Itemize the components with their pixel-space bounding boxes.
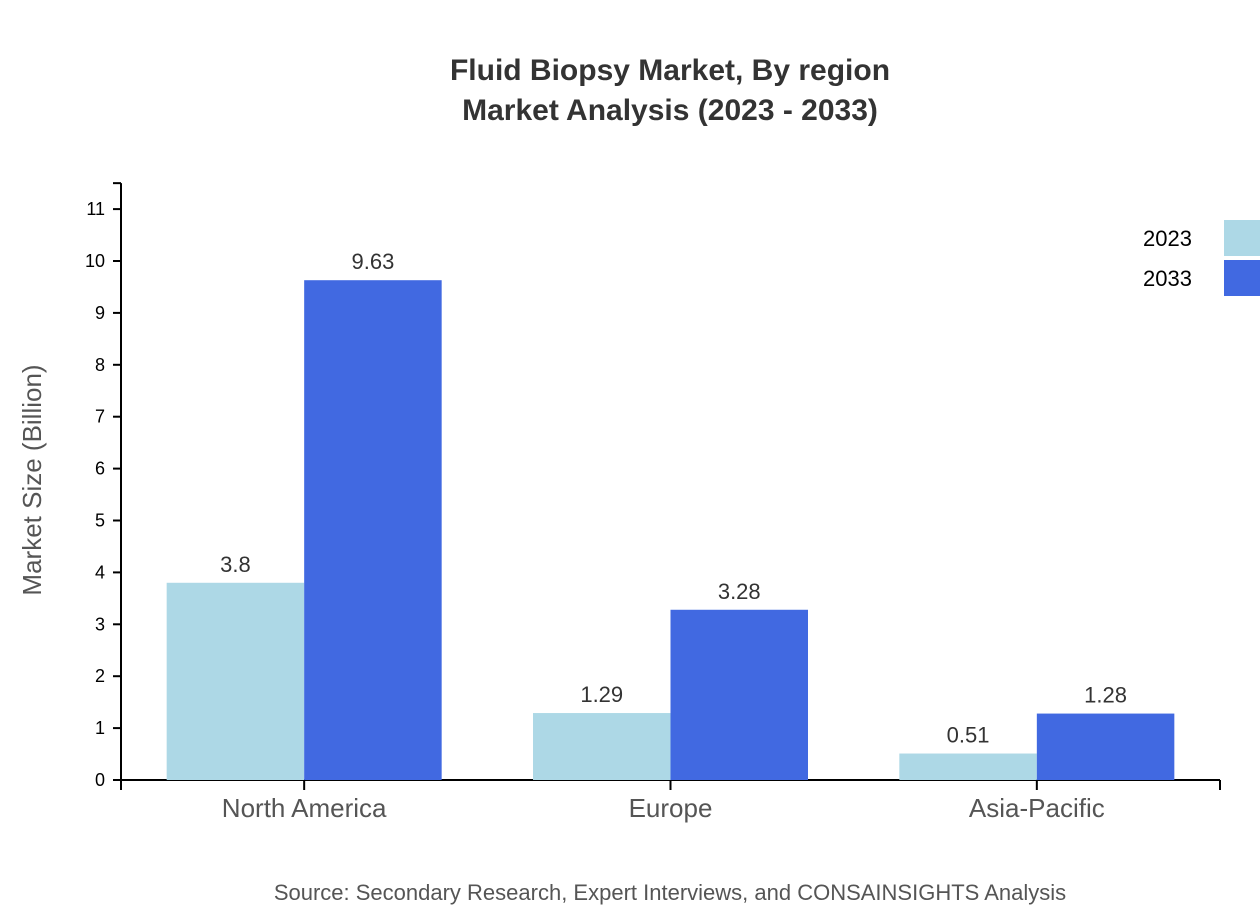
y-tick-label: 4 xyxy=(95,562,105,582)
y-tick-label: 0 xyxy=(95,770,105,790)
bar-2023 xyxy=(533,713,671,780)
y-tick-label: 1 xyxy=(95,718,105,738)
y-tick-label: 8 xyxy=(95,355,105,375)
x-tick-label: North America xyxy=(222,793,387,823)
legend-label: 2023 xyxy=(1143,226,1192,251)
data-label: 1.28 xyxy=(1084,683,1127,708)
data-label: 3.28 xyxy=(718,579,761,604)
legend-label: 2033 xyxy=(1143,266,1192,291)
chart-title: Fluid Biopsy Market, By region xyxy=(450,54,890,87)
y-tick-label: 6 xyxy=(95,459,105,479)
bar-2033 xyxy=(304,280,442,780)
y-axis-label: Market Size (Billion) xyxy=(17,364,47,595)
bar-2033 xyxy=(1036,713,1175,780)
bar-2023 xyxy=(166,582,305,780)
bar-2023 xyxy=(899,753,1037,780)
data-label: 3.8 xyxy=(220,552,251,577)
legend-swatch xyxy=(1224,260,1260,296)
y-tick-label: 9 xyxy=(95,303,105,323)
y-tick-label: 10 xyxy=(85,251,105,271)
x-tick-label: Europe xyxy=(629,793,713,823)
data-label: 1.29 xyxy=(580,682,623,707)
legend-swatch xyxy=(1224,220,1260,256)
chart-subtitle: Market Analysis (2023 - 2033) xyxy=(462,94,878,127)
source-note: Source: Secondary Research, Expert Inter… xyxy=(274,880,1066,905)
bar-2033 xyxy=(670,609,808,780)
data-label: 0.51 xyxy=(947,723,990,748)
y-tick-label: 11 xyxy=(86,199,105,219)
y-tick-label: 7 xyxy=(95,407,105,427)
y-tick-label: 2 xyxy=(95,666,105,686)
y-tick-label: 5 xyxy=(95,511,105,531)
y-tick-label: 3 xyxy=(95,614,105,634)
x-tick-label: Asia-Pacific xyxy=(969,793,1105,823)
data-label: 9.63 xyxy=(352,249,395,274)
